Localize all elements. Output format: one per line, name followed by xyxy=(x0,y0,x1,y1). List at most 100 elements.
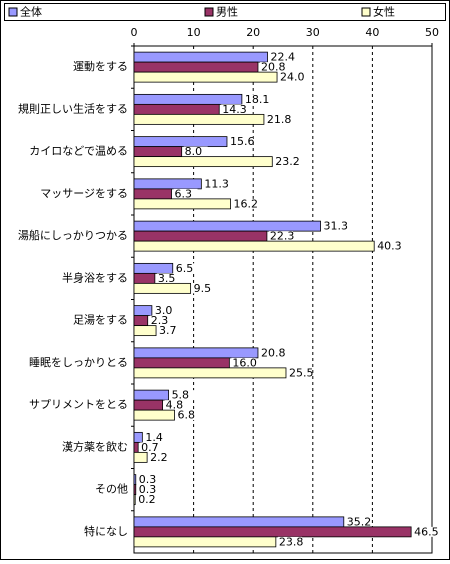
value-label: 20.8 xyxy=(261,346,286,359)
x-tick-label: 30 xyxy=(306,26,320,39)
legend-swatch xyxy=(361,7,371,17)
value-label-bg xyxy=(164,400,189,411)
value-label: 2.2 xyxy=(150,451,168,464)
value-label-bg xyxy=(140,442,165,453)
value-label: 23.8 xyxy=(279,535,304,548)
x-tick-label: 10 xyxy=(187,26,201,39)
bar xyxy=(133,367,287,379)
bar xyxy=(133,474,137,486)
value-label: 5.8 xyxy=(172,389,190,402)
value-label: 23.2 xyxy=(275,155,300,168)
value-label-bg xyxy=(322,221,347,232)
y-tick-label: 規則正しい生活をする xyxy=(18,101,128,115)
y-tick-label: 運動をする xyxy=(73,59,128,73)
bar xyxy=(133,494,136,506)
value-label-bg xyxy=(192,283,217,294)
value-label: 4.8 xyxy=(166,399,184,412)
value-label: 25.5 xyxy=(289,366,314,379)
plot-area xyxy=(133,45,433,554)
value-label-bg xyxy=(156,273,181,284)
legend-label: 全体 xyxy=(20,5,42,19)
bar xyxy=(133,71,278,83)
bar xyxy=(133,315,149,327)
y-tick-label: 湯船にしっかりつかる xyxy=(18,228,128,242)
value-label-bg xyxy=(259,62,284,73)
value-label-bg xyxy=(173,188,198,199)
value-label-bg xyxy=(232,198,257,209)
value-label: 14.3 xyxy=(222,103,247,116)
y-tick-label: カイロなどで温める xyxy=(29,145,128,158)
value-label: 18.1 xyxy=(245,93,270,106)
bar xyxy=(133,536,277,548)
value-label-bg xyxy=(277,536,302,547)
bar xyxy=(133,51,268,63)
value-label: 8.0 xyxy=(185,145,203,158)
value-label: 1.4 xyxy=(145,431,163,444)
value-label: 9.5 xyxy=(194,282,212,295)
value-label-bg xyxy=(137,494,162,505)
value-label-bg xyxy=(265,114,290,125)
value-label-bg xyxy=(269,52,294,63)
value-label: 21.8 xyxy=(267,113,292,126)
value-label: 3.7 xyxy=(159,324,177,337)
x-tick-label: 40 xyxy=(365,26,379,39)
legend-swatch xyxy=(204,7,214,17)
y-tick-label: マッサージをする xyxy=(40,187,128,200)
legend-label: 女性 xyxy=(373,5,395,19)
y-tick-label: サプリメントをとる xyxy=(29,398,128,411)
value-label-bg xyxy=(243,94,268,105)
value-label-bg xyxy=(268,231,293,242)
value-label: 6.5 xyxy=(176,262,194,275)
legend-swatch xyxy=(8,7,18,17)
value-label: 15.6 xyxy=(230,135,255,148)
bar xyxy=(133,451,148,463)
value-label: 22.4 xyxy=(271,51,296,64)
bar xyxy=(133,156,273,168)
value-label: 6.8 xyxy=(178,409,196,422)
value-label-bg xyxy=(259,347,284,358)
y-tick-label: 特になし xyxy=(84,524,128,538)
value-label: 2.3 xyxy=(151,314,169,327)
bar xyxy=(133,441,139,453)
bar xyxy=(133,484,137,496)
y-tick-label: 半身浴をする xyxy=(62,270,128,284)
bar xyxy=(133,399,164,411)
bar xyxy=(133,516,345,528)
bar xyxy=(133,305,153,317)
value-label: 31.3 xyxy=(324,220,349,233)
bar xyxy=(133,325,157,337)
value-label-bg xyxy=(174,263,199,274)
value-label-bg xyxy=(144,432,169,443)
value-label: 3.5 xyxy=(158,272,176,285)
value-label-bg xyxy=(149,452,174,463)
bar xyxy=(133,113,265,125)
value-label: 16.2 xyxy=(234,197,259,210)
value-label-bg xyxy=(153,305,178,316)
legend-label: 男性 xyxy=(216,5,238,19)
bar xyxy=(133,61,259,73)
value-label: 0.2 xyxy=(138,493,156,506)
value-label-bg xyxy=(274,156,299,167)
value-label: 35.2 xyxy=(347,515,372,528)
value-label-bg xyxy=(170,390,195,401)
value-label-bg xyxy=(231,357,256,368)
bar xyxy=(133,136,228,148)
value-label-bg xyxy=(183,146,208,157)
bar xyxy=(133,526,412,538)
bar xyxy=(133,103,220,115)
y-tick-label: その他 xyxy=(95,483,128,496)
x-tick-label: 50 xyxy=(425,26,439,39)
bar xyxy=(133,198,231,210)
value-label-bg xyxy=(158,325,183,336)
value-label-bg xyxy=(203,178,228,189)
value-label: 40.3 xyxy=(377,240,402,253)
bar xyxy=(133,146,183,158)
value-label-bg xyxy=(413,526,438,537)
value-label-bg xyxy=(287,367,312,378)
value-label: 6.3 xyxy=(175,187,193,200)
bar xyxy=(133,389,169,401)
value-label: 0.3 xyxy=(139,473,157,486)
bar xyxy=(133,230,268,242)
y-tick-label: 足湯をする xyxy=(73,314,128,327)
